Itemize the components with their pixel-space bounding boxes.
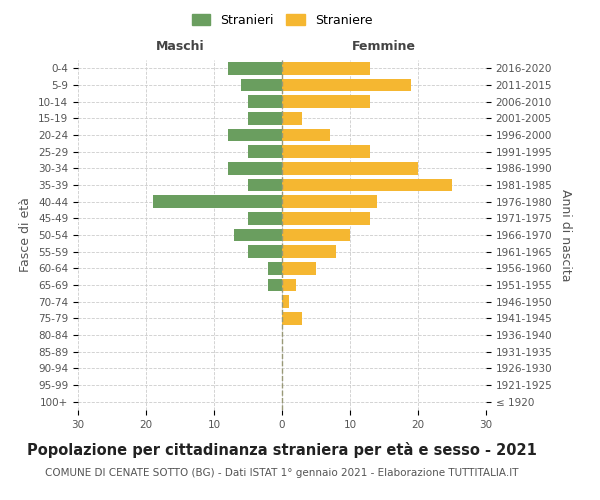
- Legend: Stranieri, Straniere: Stranieri, Straniere: [187, 8, 377, 32]
- Bar: [248, 246, 282, 258]
- Bar: [282, 296, 289, 308]
- Bar: [282, 162, 418, 174]
- Bar: [248, 96, 282, 108]
- Bar: [227, 129, 282, 141]
- Bar: [282, 312, 302, 324]
- Bar: [282, 129, 329, 141]
- Bar: [282, 212, 370, 224]
- Bar: [282, 146, 370, 158]
- Bar: [235, 229, 282, 241]
- Bar: [248, 179, 282, 192]
- Bar: [248, 146, 282, 158]
- Bar: [241, 79, 282, 92]
- Text: Maschi: Maschi: [155, 40, 205, 53]
- Bar: [282, 246, 337, 258]
- Bar: [282, 279, 296, 291]
- Bar: [282, 229, 350, 241]
- Text: COMUNE DI CENATE SOTTO (BG) - Dati ISTAT 1° gennaio 2021 - Elaborazione TUTTITAL: COMUNE DI CENATE SOTTO (BG) - Dati ISTAT…: [45, 468, 519, 477]
- Bar: [268, 262, 282, 274]
- Bar: [268, 279, 282, 291]
- Bar: [282, 262, 316, 274]
- Text: Popolazione per cittadinanza straniera per età e sesso - 2021: Popolazione per cittadinanza straniera p…: [27, 442, 537, 458]
- Y-axis label: Fasce di età: Fasce di età: [19, 198, 32, 272]
- Bar: [282, 196, 377, 208]
- Bar: [227, 162, 282, 174]
- Bar: [153, 196, 282, 208]
- Bar: [248, 212, 282, 224]
- Bar: [282, 179, 452, 192]
- Bar: [282, 96, 370, 108]
- Bar: [248, 112, 282, 124]
- Y-axis label: Anni di nascita: Anni di nascita: [559, 188, 572, 281]
- Bar: [282, 79, 411, 92]
- Bar: [227, 62, 282, 74]
- Text: Femmine: Femmine: [352, 40, 416, 53]
- Bar: [282, 112, 302, 124]
- Bar: [282, 62, 370, 74]
